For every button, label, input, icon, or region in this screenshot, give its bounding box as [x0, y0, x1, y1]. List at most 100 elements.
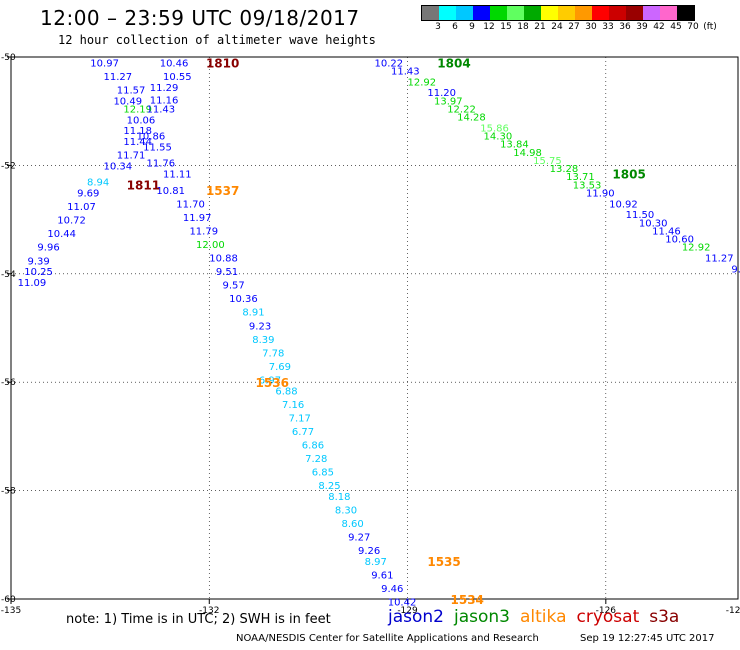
colorbar-swatch — [439, 6, 456, 20]
colorbar-swatch — [660, 6, 677, 20]
wave-height-value: 8.91 — [242, 308, 264, 319]
colorbar-swatch — [490, 6, 507, 20]
wave-height-value: 14.98 — [513, 148, 542, 159]
wave-height-value: 10.34 — [104, 161, 133, 172]
colorbar-swatch — [473, 6, 490, 20]
wave-height-value: 10.22 — [375, 58, 404, 69]
wave-height-value: 10.97 — [90, 58, 119, 69]
colorbar-swatch — [609, 6, 626, 20]
legend-altika: altika — [520, 607, 567, 627]
wave-height-value: 10.81 — [156, 186, 185, 197]
colorbar-swatch — [507, 6, 524, 20]
x-tick-label: -126 — [596, 606, 617, 616]
colorbar-label: 15 — [500, 22, 512, 32]
wave-height-value: 13.28 — [550, 164, 579, 175]
wave-height-value: 8.97 — [365, 557, 387, 568]
x-tick-label: -129 — [397, 606, 418, 616]
wave-height-value: 15.75 — [533, 156, 562, 167]
wave-height-value: 12.92 — [408, 77, 437, 88]
y-tick-label: -50 — [1, 53, 16, 63]
wave-height-value: 6.88 — [275, 386, 297, 397]
wave-height-value: 9.51 — [216, 267, 238, 278]
pass-label: 1805 — [612, 168, 645, 182]
colorbar-label: 30 — [585, 22, 597, 32]
colorbar-swatch — [575, 6, 592, 20]
wave-height-value: 11.97 — [183, 213, 212, 224]
wave-height-value: 13.97 — [434, 96, 463, 107]
wave-height-value: 6.77 — [292, 427, 314, 438]
wave-height-value: 10.72 — [57, 216, 86, 227]
colorbar-swatch — [422, 6, 439, 20]
wave-height-value: 9.61 — [371, 571, 393, 582]
wave-height-value: 6.97 — [259, 375, 281, 386]
wave-height-value: 10.30 — [639, 218, 668, 229]
wave-height-value: 10.44 — [47, 229, 76, 240]
colorbar-swatch — [524, 6, 541, 20]
legend-cryosat: cryosat — [576, 607, 640, 627]
wave-height-value: 10.06 — [127, 115, 156, 126]
pass-label: 1810 — [206, 56, 239, 70]
y-tick-label: -60 — [1, 595, 16, 605]
wave-height-value: 6.86 — [302, 441, 324, 452]
wave-height-value: 13.71 — [566, 172, 595, 183]
wave-height-value: 12.22 — [447, 104, 476, 115]
wave-height-value: 7.28 — [305, 454, 327, 465]
wave-height-value: 9.57 — [222, 281, 244, 292]
wave-height-value: 6.85 — [312, 468, 334, 479]
pass-label: 1534 — [451, 593, 484, 607]
wave-height-value: 11.11 — [163, 170, 192, 181]
map-frame — [10, 56, 739, 600]
pass-label: 1811 — [127, 178, 160, 192]
wave-height-value: 9.27 — [731, 264, 740, 275]
pass-label: 1804 — [437, 56, 470, 70]
colorbar-swatch — [558, 6, 575, 20]
wave-height-value: 11.27 — [705, 254, 734, 265]
wave-height-value: 13.53 — [573, 180, 602, 191]
credit-text: NOAA/NESDIS Center for Satellite Applica… — [236, 633, 539, 644]
wave-height-value: 11.09 — [18, 278, 47, 289]
wave-height-value: 7.78 — [262, 348, 284, 359]
x-tick-label: -124 — [726, 606, 740, 616]
colorbar-swatch — [541, 6, 558, 20]
colorbar-swatch — [592, 6, 609, 20]
wave-height-value: 8.30 — [335, 506, 357, 517]
wave-height-value: 11.20 — [427, 88, 456, 99]
footer-note: note: 1) Time is in UTC; 2) SWH is in fe… — [66, 612, 331, 627]
y-tick-label: -54 — [1, 270, 16, 280]
wave-height-value: 10.86 — [137, 132, 166, 143]
wave-height-value: 11.43 — [146, 104, 175, 115]
colorbar-label: 18 — [517, 22, 529, 32]
wave-height-value: 10.49 — [113, 96, 142, 107]
y-tick-label: -58 — [1, 487, 16, 497]
wave-height-value: 7.16 — [282, 400, 304, 411]
wave-height-value: 15.86 — [480, 123, 509, 134]
wave-height-value: 11.18 — [123, 126, 152, 137]
legend-jason3: jason3 — [454, 607, 510, 627]
wave-height-value: 10.36 — [229, 294, 258, 305]
wave-height-value: 7.69 — [269, 362, 291, 373]
colorbar-label: 33 — [602, 22, 614, 32]
pass-label: 1536 — [256, 376, 289, 390]
wave-height-value: 9.46 — [381, 584, 403, 595]
colorbar-label: 24 — [551, 22, 563, 32]
colorbar-swatch — [626, 6, 643, 20]
wave-height-value: 7.17 — [289, 413, 311, 424]
colorbar-label: 3 — [435, 22, 441, 32]
y-tick-label: -52 — [1, 161, 16, 171]
wave-height-value: 11.44 — [123, 137, 152, 148]
wave-height-value: 11.43 — [391, 67, 420, 78]
wave-height-value: 9.39 — [28, 256, 50, 267]
wave-height-value: 9.23 — [249, 321, 271, 332]
wave-height-value: 10.92 — [609, 199, 638, 210]
wave-height-value: 11.79 — [189, 226, 218, 237]
legend-jason2: jason2 — [388, 607, 444, 627]
wave-height-value: 11.16 — [150, 95, 179, 106]
wave-height-value: 10.42 — [388, 598, 417, 609]
wave-height-value: 12.00 — [196, 240, 225, 251]
wave-height-value: 8.25 — [318, 481, 340, 492]
wave-height-value: 10.60 — [665, 235, 694, 246]
page-subtitle: 12 hour collection of altimeter wave hei… — [58, 33, 376, 47]
colorbar-label: 42 — [653, 22, 665, 32]
wave-height-value: 9.27 — [348, 533, 370, 544]
wave-height-value: 11.55 — [143, 142, 172, 153]
